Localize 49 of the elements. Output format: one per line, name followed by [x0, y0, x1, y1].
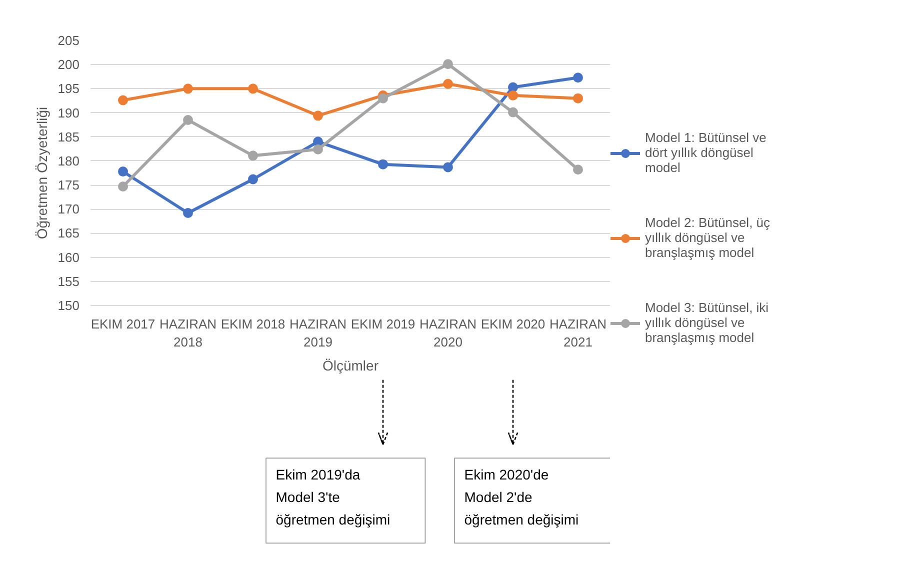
- y-tick-label: 205: [58, 33, 80, 48]
- point: [248, 84, 258, 94]
- x-tick-label: EKIM 2020: [480, 316, 546, 332]
- point: [183, 208, 193, 218]
- point: [248, 150, 258, 161]
- y-tick-label: 195: [58, 81, 80, 96]
- text: Ekim 2020'de Model 2'de öğretmen değişimi: [464, 466, 579, 528]
- point: [443, 59, 453, 70]
- y-tick-label: 180: [58, 153, 80, 168]
- x-tick-label: EKIM 2018: [220, 316, 286, 332]
- y-tick-label: 190: [58, 105, 80, 120]
- point: [573, 93, 583, 104]
- point: [573, 164, 583, 175]
- point: [573, 72, 583, 83]
- legend-label: Model 2: Bütünsel, üç yıllık döngüsel ve branşlaşmış model: [645, 214, 770, 262]
- point: [183, 84, 193, 94]
- y-tick-label: 160: [58, 250, 80, 265]
- point: [118, 166, 128, 177]
- y-tick-label: 150: [58, 298, 80, 313]
- point: [313, 110, 323, 121]
- point: [313, 144, 323, 154]
- point: [118, 95, 128, 106]
- y-tick-label: 200: [58, 57, 80, 72]
- point: [378, 93, 388, 104]
- point: [443, 78, 453, 89]
- y-tick-label: 170: [58, 202, 80, 217]
- legend-label: Model 1: Bütünsel ve dört yıllık döngüsel model: [645, 129, 766, 177]
- x-tick-label: HAZIRAN 2020: [419, 316, 477, 350]
- x-axis-title: Ölçümler: [322, 358, 379, 374]
- point: [118, 182, 128, 192]
- point: [508, 90, 518, 100]
- y-tick-label: 175: [58, 178, 80, 193]
- text: Ekim 2019'da Model 3'te öğretmen değişimi: [276, 466, 390, 528]
- x-tick-label: HAZIRAN 2019: [289, 316, 347, 350]
- point: [443, 162, 453, 172]
- point: [248, 174, 258, 184]
- point: [508, 82, 518, 92]
- x-tick-label: HAZIRAN 2021: [549, 316, 607, 350]
- y-tick-label: 185: [58, 129, 80, 144]
- point: [508, 107, 518, 118]
- y-tick-label: 155: [58, 274, 80, 289]
- point: [183, 115, 193, 125]
- x-tick-label: HAZIRAN 2018: [159, 316, 217, 350]
- x-tick-label: EKIM 2019: [350, 316, 416, 332]
- point: [378, 159, 388, 170]
- legend-label: Model 3: Bütünsel, iki yıllık döngüsel ve branşlaşmış model: [645, 299, 769, 347]
- y-tick-label: 165: [58, 226, 80, 241]
- x-tick-label: EKIM 2017: [90, 316, 156, 332]
- y-axis-title: Öğretmen Özyeterliği: [34, 106, 50, 240]
